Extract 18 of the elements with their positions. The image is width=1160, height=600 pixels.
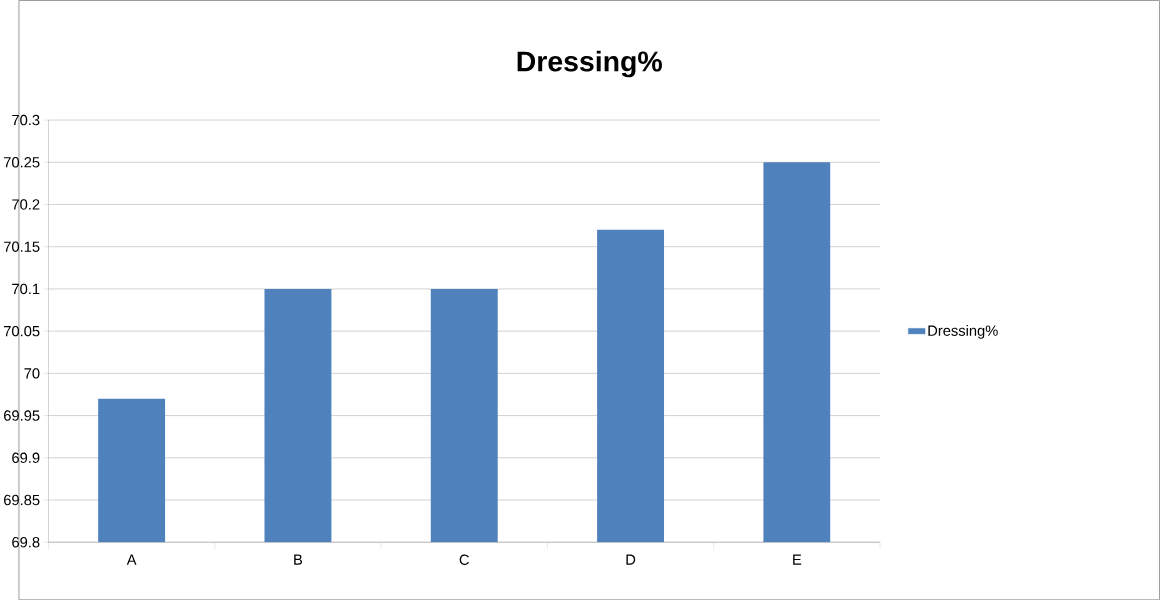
y-tick-label: 69.8 xyxy=(12,536,40,548)
x-tick-label: C xyxy=(459,554,469,565)
legend-label: Dressing% xyxy=(928,324,998,339)
y-tick-label: 70.3 xyxy=(12,114,40,126)
y-tick-label: 70.25 xyxy=(4,156,40,168)
y-tick-label: 69.95 xyxy=(4,410,40,421)
x-tick-label: B xyxy=(294,554,303,565)
y-tick-label: 69.9 xyxy=(12,452,40,463)
y-tick-label: 70.2 xyxy=(12,199,40,210)
chart-title: Dressing% xyxy=(517,50,662,78)
y-tick-label: 70 xyxy=(24,368,40,379)
y-tick-label: 69.85 xyxy=(4,494,40,506)
x-tick-label: A xyxy=(126,554,137,565)
x-tick-label: E xyxy=(793,554,802,565)
y-tick-label: 70.1 xyxy=(12,283,40,294)
x-tick-label: D xyxy=(626,554,636,565)
y-tick-label: 70.05 xyxy=(4,325,40,337)
y-tick-label: 70.15 xyxy=(4,241,40,252)
